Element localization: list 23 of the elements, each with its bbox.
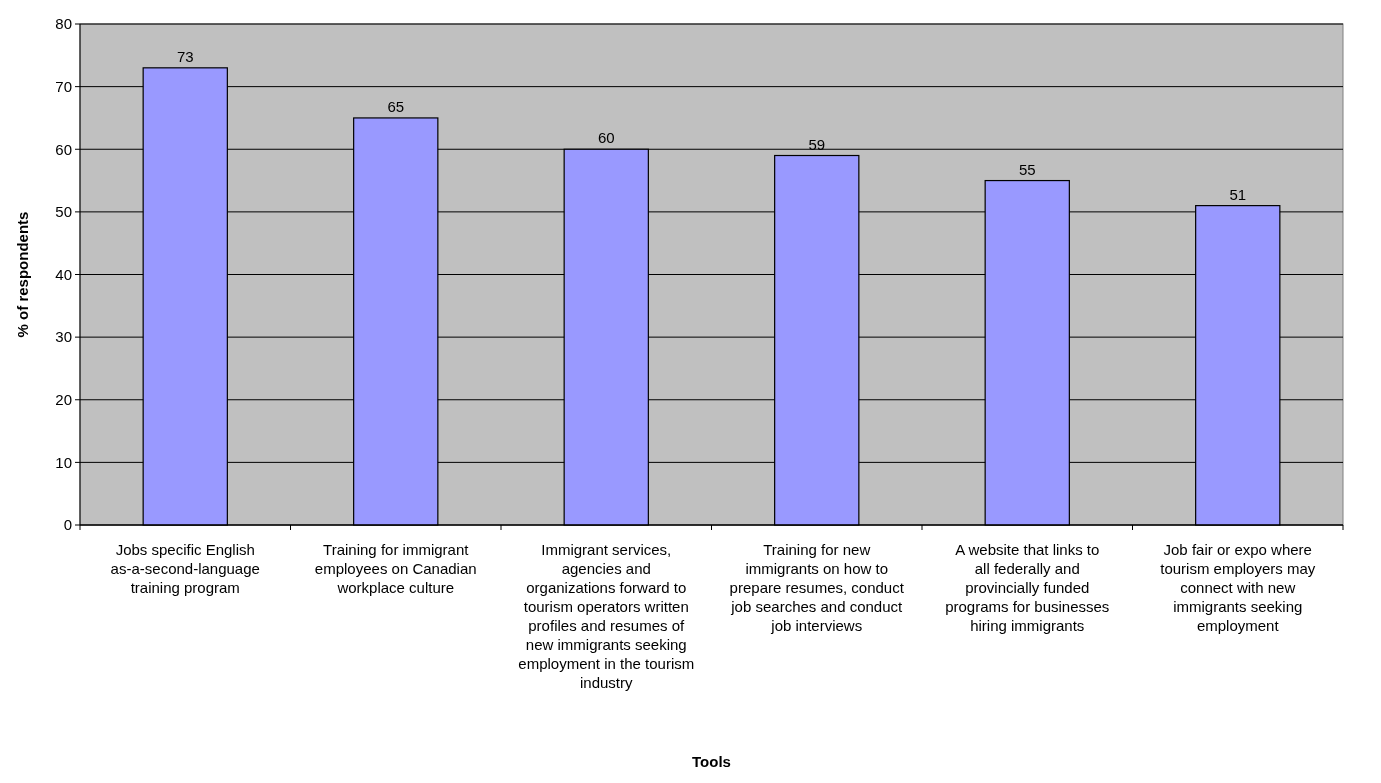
x-axis-title: Tools [692,753,731,770]
data-label: 73 [176,47,194,65]
y-axis-title: % of respondents [14,211,31,338]
y-tick-label: 80 [55,15,72,33]
y-tick-label: 40 [55,265,72,283]
data-label: 60 [597,129,615,147]
y-tick-label: 0 [63,516,72,534]
y-tick-label: 10 [55,453,72,471]
x-tick-label: Training for immigrant employees on Canadian workplace culture [314,541,477,596]
y-tick-label: 20 [55,391,72,408]
x-tick-label: Training for new immigrants on how to prepare resumes, conduct job searches and conduct job interviews [729,541,905,634]
y-tick-label: 60 [55,140,72,158]
y-tick-label: 30 [55,328,72,346]
data-label: 51 [1229,185,1247,203]
data-label: 55 [1018,160,1036,178]
x-tick-label: Immigrant services, agencies and organizations forward to tourism operators written profiles and resumes of new immigrants seeking employment in the tourism industry [518,541,695,691]
x-tick-label: Jobs specific English as-a-second-language training program [110,541,260,596]
data-label: 59 [808,135,826,153]
x-tick-label: A website that links to all federally and provincially funded programs for businesses hiring immigrants [945,541,1110,634]
y-tick-label: 70 [55,77,72,95]
y-tick-label: 50 [55,203,72,221]
data-label: 65 [387,97,405,115]
x-tick-label: Job fair or expo where tourism employers may connect with new immigrants seeking employment [1160,541,1316,634]
